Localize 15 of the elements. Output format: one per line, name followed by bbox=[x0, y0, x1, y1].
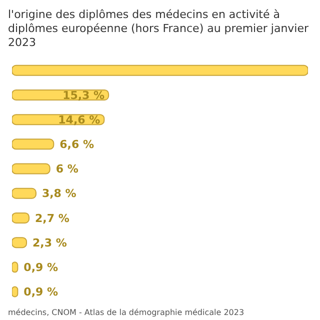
data-label: 15,3 % bbox=[62, 88, 105, 102]
data-label: 0,9 % bbox=[24, 286, 58, 299]
data-label: 2,3 % bbox=[32, 236, 67, 250]
data-label: 6,6 % bbox=[60, 138, 94, 152]
bar bbox=[12, 188, 36, 199]
data-label: 2,7 % bbox=[35, 212, 70, 225]
bar bbox=[12, 64, 308, 76]
data-label: 3,8 % bbox=[42, 187, 76, 200]
data-label: 0,9 % bbox=[24, 261, 58, 274]
bar bbox=[12, 163, 50, 174]
text: médecins, CNOM - Atlas de la démographie médicale 2023 bbox=[8, 308, 246, 317]
bar bbox=[12, 138, 54, 150]
data-label: 14,6 % bbox=[58, 113, 100, 126]
data-label: 6 % bbox=[56, 162, 78, 176]
chart-title: l'origine des diplômes des médecins en activité à diplômes européenne (hors France) au premier janvier 2023 bbox=[8, 8, 310, 50]
